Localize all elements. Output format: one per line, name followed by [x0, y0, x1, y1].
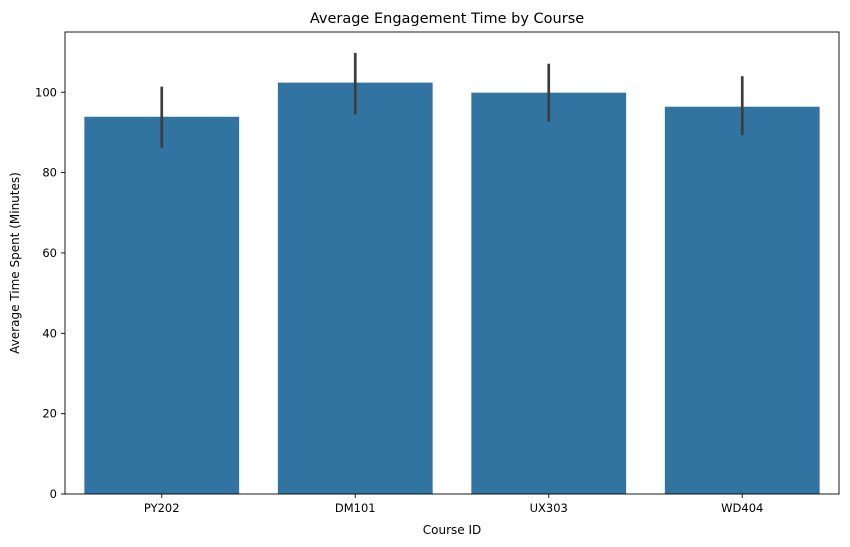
chart-title: Average Engagement Time by Course — [310, 11, 584, 27]
y-tick-label: 20 — [42, 407, 57, 421]
y-axis-label: Average Time Spent (Minutes) — [8, 172, 22, 354]
x-tick-label: DM101 — [335, 501, 376, 515]
y-axis: 0 20 40 60 80 100 — [35, 85, 65, 501]
bar-dm101 — [277, 82, 433, 494]
x-tick-label: PY202 — [144, 501, 180, 515]
x-tick-label: WD404 — [721, 501, 763, 515]
error-bars-group — [160, 52, 744, 148]
y-tick-label: 40 — [42, 326, 57, 340]
y-tick-label: 100 — [35, 85, 57, 99]
bar-ux303 — [471, 92, 627, 495]
y-tick-label: 60 — [42, 246, 57, 260]
bar-py202 — [84, 116, 240, 494]
y-tick-label: 0 — [50, 487, 57, 501]
x-tick-label: UX303 — [530, 501, 568, 515]
y-tick-label: 80 — [42, 166, 57, 180]
x-axis: PY202 DM101 UX303 WD404 — [144, 494, 763, 515]
x-axis-label: Course ID — [423, 523, 482, 537]
bar-wd404 — [664, 106, 820, 494]
bars-group — [84, 82, 820, 495]
plot-frame — [64, 31, 840, 495]
